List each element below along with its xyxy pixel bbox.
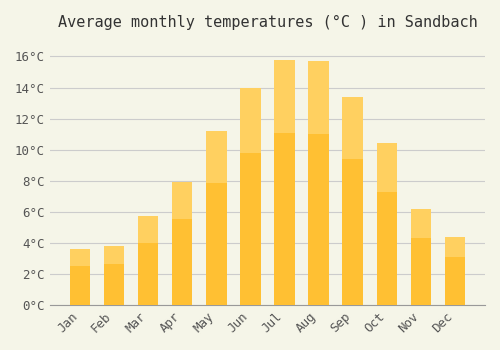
Bar xyxy=(172,182,193,305)
Bar xyxy=(70,249,90,305)
Bar xyxy=(342,97,363,305)
Bar xyxy=(376,144,397,192)
Bar xyxy=(308,61,329,305)
Bar xyxy=(138,216,158,243)
Bar xyxy=(240,88,260,153)
Bar xyxy=(410,209,431,305)
Bar xyxy=(342,97,363,159)
Bar xyxy=(104,246,124,264)
Bar xyxy=(240,88,260,305)
Bar xyxy=(308,61,329,134)
Bar xyxy=(138,216,158,305)
Bar xyxy=(410,209,431,238)
Bar xyxy=(104,246,124,305)
Bar xyxy=(70,249,90,266)
Bar xyxy=(274,60,294,305)
Bar xyxy=(445,237,465,305)
Bar xyxy=(376,144,397,305)
Bar xyxy=(445,237,465,257)
Bar xyxy=(206,131,227,183)
Bar xyxy=(206,131,227,305)
Title: Average monthly temperatures (°C ) in Sandbach: Average monthly temperatures (°C ) in Sa… xyxy=(58,15,478,30)
Bar xyxy=(172,182,193,219)
Bar xyxy=(274,60,294,133)
